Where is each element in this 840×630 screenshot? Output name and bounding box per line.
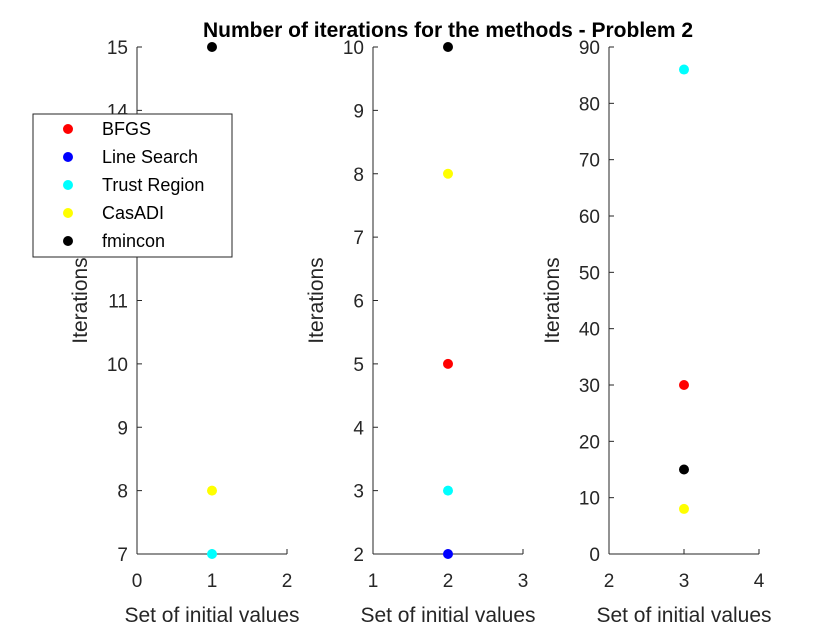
y-tick-label: 70 [579,151,600,172]
data-point-line-search [443,549,453,559]
x-tick-label: 2 [282,571,293,592]
y-axis-label: Iterations [69,257,92,343]
x-tick-label: 3 [518,571,529,592]
y-tick-label: 10 [343,38,364,59]
y-tick-label: 11 [108,292,128,313]
data-point-bfgs [679,380,689,390]
legend-marker [63,180,73,190]
data-point-bfgs [443,358,453,369]
legend-label: BFGS [102,119,151,139]
legend-label: CasADI [102,203,164,223]
x-tick-label: 2 [604,571,615,592]
y-tick-label: 5 [353,355,364,376]
data-point-casadi [679,503,689,514]
y-tick-label: 90 [579,38,600,59]
y-tick-label: 7 [117,545,128,566]
legend-marker [63,208,73,218]
y-tick-label: 80 [579,94,600,115]
legend-label: fmincon [102,231,165,251]
data-point-fmincon [443,42,453,52]
y-axis-label: Iterations [541,257,564,343]
x-tick-label: 2 [443,571,454,592]
y-tick-label: 0 [589,545,600,566]
x-tick-label: 3 [679,571,690,592]
legend-label: Line Search [102,147,198,167]
x-tick-label: 0 [132,571,143,592]
data-point-trust-region [443,485,453,496]
y-tick-label: 8 [117,482,128,503]
y-tick-label: 15 [107,38,128,59]
y-tick-label: 10 [579,489,600,510]
legend: BFGS Line Search Trust Region CasADI fmincon [32,113,233,258]
legend-marker [63,124,73,134]
y-tick-label: 4 [353,418,364,439]
y-tick-label: 6 [353,292,364,313]
x-tick-label: 1 [368,571,379,592]
x-axis-label: Set of initial values [596,604,771,627]
legend-label: Trust Region [102,175,204,195]
x-tick-label: 4 [754,571,765,592]
y-tick-label: 3 [353,482,364,503]
data-point-trust-region [207,549,217,559]
data-point-casadi [207,485,217,496]
y-tick-label: 7 [353,228,364,249]
y-tick-label: 2 [353,545,364,566]
y-tick-label: 9 [117,418,128,439]
x-axis-label: Set of initial values [360,604,535,627]
legend-marker [63,152,73,162]
y-tick-label: 9 [353,101,364,122]
figure-title: Number of iterations for the methods - P… [203,19,693,42]
y-tick-label: 10 [107,355,128,376]
y-tick-label: 50 [579,263,600,284]
subplot-3: 0 10 20 30 40 50 60 70 80 90 2 3 4 Set of initial val… [541,38,772,627]
data-point-trust-region [679,64,689,75]
y-tick-label: 60 [579,207,600,228]
y-tick-label: 20 [579,432,600,453]
data-point-casadi [443,168,453,179]
data-point-fmincon [207,42,217,52]
legend-marker [63,236,73,246]
data-point-fmincon [679,464,689,475]
y-tick-label: 40 [579,320,600,341]
y-tick-label: 30 [579,376,600,397]
y-axis-label: Iterations [305,257,328,343]
x-tick-label: 1 [207,571,218,592]
x-axis-label: Set of initial values [124,604,299,627]
y-tick-label: 8 [353,165,364,186]
